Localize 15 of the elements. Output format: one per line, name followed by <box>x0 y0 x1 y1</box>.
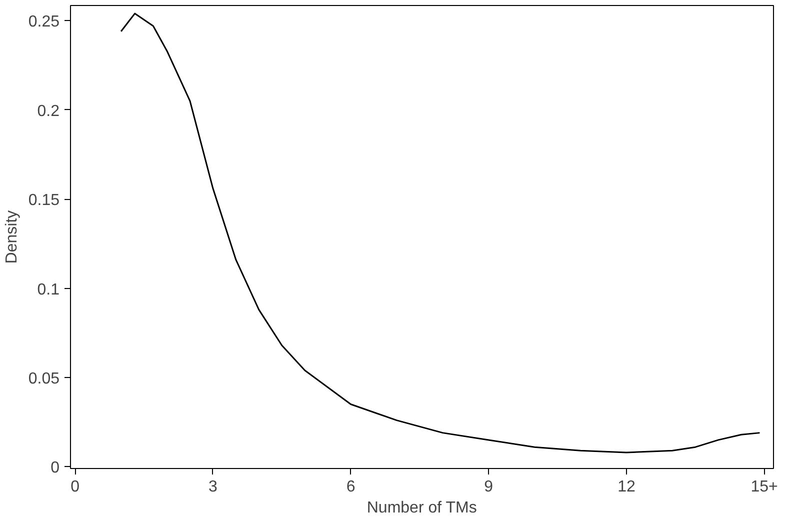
x-tick-label: 3 <box>208 478 218 496</box>
x-axis-title: Number of TMs <box>366 500 477 516</box>
y-tick-label: 0.05 <box>28 370 60 388</box>
y-axis-title: Density <box>3 210 20 264</box>
y-tick-label: 0 <box>50 460 60 477</box>
y-tick-label: 0.25 <box>28 14 60 31</box>
x-tick-label: 6 <box>346 478 356 496</box>
y-tick-label: 0.1 <box>37 281 60 298</box>
x-tick-label: 15+ <box>750 478 778 496</box>
y-tick-label: 0.15 <box>28 192 60 210</box>
x-tick-label: 0 <box>70 478 80 496</box>
x-tick-label: 12 <box>618 478 636 496</box>
y-tick-label: 0.2 <box>37 102 60 120</box>
line-series <box>120 12 760 454</box>
x-tick-label: 9 <box>484 478 494 496</box>
